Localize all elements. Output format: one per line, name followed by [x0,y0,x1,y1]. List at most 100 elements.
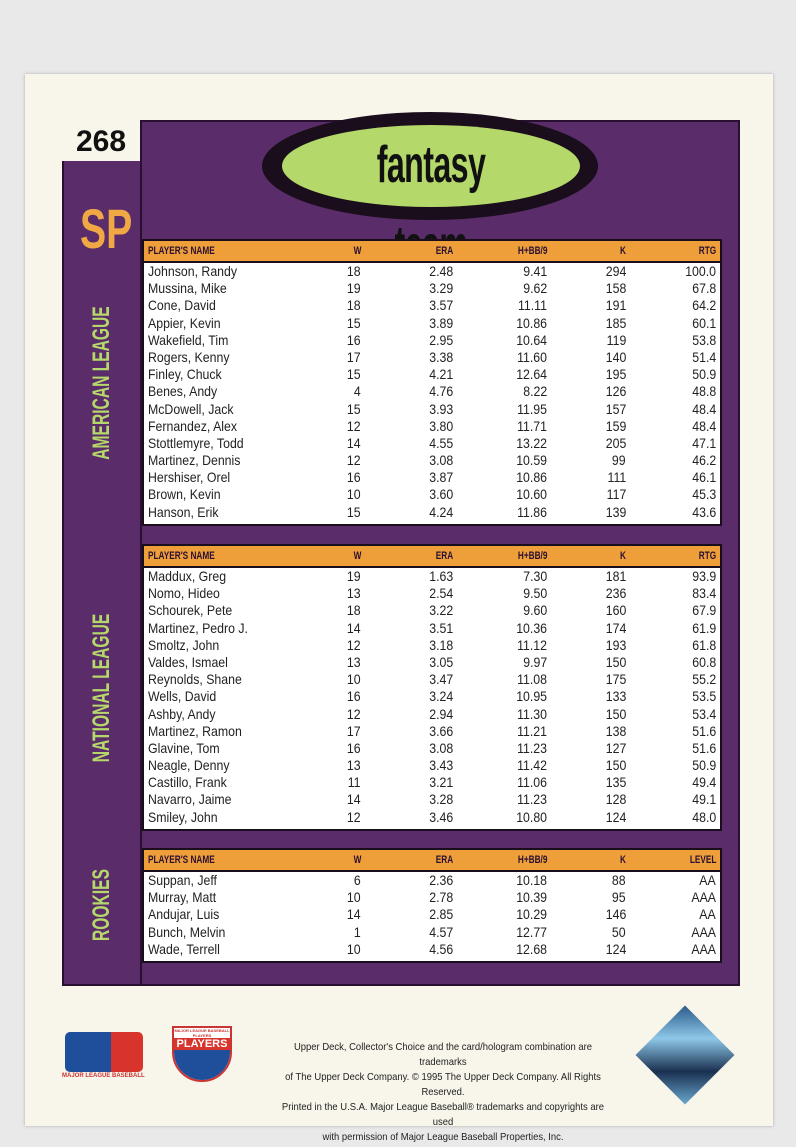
table-cell: 43.6 [692,503,716,520]
table-cell: 3.89 [429,314,453,331]
table-cell: 195 [605,366,626,383]
table-cell: 50 [612,923,626,940]
table-cell: 3.57 [429,297,453,314]
table-cell: 12 [347,705,361,722]
column-header: K [620,245,626,257]
table-cell: 55.2 [692,671,716,688]
table-cell: 60.8 [692,653,716,670]
table-cell: 11.95 [517,400,547,417]
table-cell: 99 [612,452,626,469]
table-cell: 51.6 [692,739,716,756]
rookies-table: PLAYER'S NAME W ERA H+BB/9 K LEVEL Suppan, Jef… [142,848,722,963]
table-cell: McDowell, Jack [148,400,234,417]
table-cell: Hershiser, Orel [148,469,231,486]
table-row: Wade, Terrell 10 4.56 12.68 124 AAA [144,941,720,958]
table-cell: 9.97 [523,653,547,670]
table-header: PLAYER'S NAME W ERA H+BB/9 K RTG [144,546,720,568]
table-cell: 150 [605,757,626,774]
table-cell: 11.60 [517,348,547,365]
table-cell: Neagle, Denny [148,757,230,774]
table-cell: 17 [347,722,361,739]
table-cell: 16 [347,331,361,348]
table-cell: Rogers, Kenny [148,348,230,365]
table-cell: 14 [347,619,361,636]
table-cell: 150 [605,705,626,722]
table-row: Appier, Kevin 15 3.89 10.86 185 60.1 [144,315,720,332]
table-cell: 64.2 [692,297,716,314]
table-cell: 139 [605,503,626,520]
table-cell: 3.18 [429,636,453,653]
table-cell: 93.9 [692,568,716,584]
table-cell: 48.4 [692,417,716,434]
column-header: ERA [435,245,453,257]
table-cell: 12.68 [516,940,547,957]
table-cell: 174 [605,619,626,636]
table-cell: 175 [605,671,626,688]
table-row: Martinez, Dennis 12 3.08 10.59 99 46.2 [144,452,720,469]
table-cell: 14 [347,791,361,808]
table-cell: 3.80 [429,417,453,434]
table-cell: 126 [605,383,626,400]
table-cell: 12 [347,417,361,434]
label-american-league: AMERICAN LEAGUE [88,306,115,460]
column-header: RTG [698,245,716,257]
table-cell: 119 [606,331,626,348]
table-cell: Murray, Matt [148,889,217,906]
table-cell: Navarro, Jaime [148,791,232,808]
table-cell: Bunch, Melvin [148,923,226,940]
legal-text: Upper Deck, Collector's Choice and the c… [277,1040,610,1145]
legal-line: of The Upper Deck Company. © 1995 The Up… [285,1071,601,1098]
table-row: Mussina, Mike 19 3.29 9.62 158 67.8 [144,280,720,297]
table-cell: 15 [347,400,361,417]
table-cell: 124 [605,940,626,957]
table-cell: 15 [347,366,361,383]
table-cell: 48.8 [692,383,716,400]
card-number: 268 [62,121,140,161]
table-cell: Martinez, Pedro J. [148,619,248,636]
table-cell: 3.28 [429,791,453,808]
table-cell: 14 [347,906,361,923]
table-cell: 181 [605,568,626,584]
table-row: Hershiser, Orel 16 3.87 10.86 111 46.1 [144,469,720,486]
table-cell: 157 [605,400,626,417]
column-header: RTG [698,550,716,562]
table-row: Cone, David 18 3.57 11.11 191 64.2 [144,297,720,314]
table-cell: 12 [347,636,361,653]
table-row: Navarro, Jaime 14 3.28 11.23 128 49.1 [144,791,720,808]
table-row: Stottlemyre, Todd 14 4.55 13.22 205 47.1 [144,435,720,452]
table-header: PLAYER'S NAME W ERA H+BB/9 K LEVEL [144,850,720,872]
table-cell: 16 [347,469,361,486]
table-cell: 3.05 [429,653,453,670]
table-cell: 159 [605,417,626,434]
table-cell: 53.8 [692,331,716,348]
table-cell: 13 [347,653,361,670]
table-cell: 8.22 [523,383,547,400]
table-cell: 3.38 [429,348,453,365]
table-cell: 18 [347,263,361,279]
table-cell: Hanson, Erik [148,503,219,520]
table-cell: 11.06 [517,774,547,791]
table-cell: Suppan, Jeff [148,872,217,888]
table-cell: 50.9 [692,757,716,774]
table-cell: 10 [347,486,361,503]
table-cell: 19 [347,280,361,297]
table-cell: Wade, Terrell [148,940,220,957]
table-cell: 10.36 [516,619,547,636]
table-cell: 13 [347,585,361,602]
table-cell: 3.87 [429,469,453,486]
table-cell: Benes, Andy [148,383,218,400]
column-header: K [620,550,626,562]
table-cell: 11 [348,774,361,791]
table-row: Castillo, Frank 11 3.21 11.06 135 49.4 [144,774,720,791]
national-league-table: PLAYER'S NAME W ERA H+BB/9 K RTG Maddux, Greg 1… [142,544,722,831]
table-row: Wakefield, Tim 16 2.95 10.64 119 53.8 [144,332,720,349]
table-row: Smiley, John 12 3.46 10.80 124 48.0 [144,809,720,826]
table-cell: 47.1 [692,434,716,451]
table-cell: 16 [347,688,361,705]
table-cell: 17 [347,348,361,365]
table-cell: 4.21 [429,366,453,383]
table-cell: 2.78 [429,889,453,906]
table-cell: 2.48 [429,263,453,279]
table-cell: 61.8 [692,636,716,653]
table-cell: 67.8 [692,280,716,297]
